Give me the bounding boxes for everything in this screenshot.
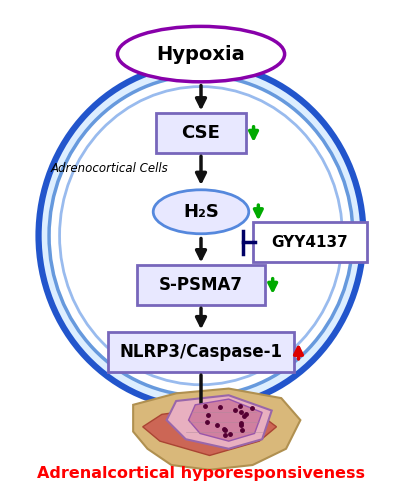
Text: H₂S: H₂S bbox=[182, 203, 219, 221]
Ellipse shape bbox=[59, 86, 342, 385]
Text: Adrenocortical Cells: Adrenocortical Cells bbox=[50, 162, 168, 175]
Polygon shape bbox=[166, 396, 271, 449]
Text: Hypoxia: Hypoxia bbox=[156, 44, 245, 64]
Ellipse shape bbox=[153, 190, 248, 234]
FancyBboxPatch shape bbox=[156, 114, 245, 154]
Polygon shape bbox=[188, 399, 261, 441]
Text: GYY4137: GYY4137 bbox=[271, 235, 347, 250]
Polygon shape bbox=[133, 388, 300, 470]
Text: Adrenalcortical hyporesponsiveness: Adrenalcortical hyporesponsiveness bbox=[37, 466, 364, 481]
FancyBboxPatch shape bbox=[108, 332, 293, 372]
Text: S-PSMA7: S-PSMA7 bbox=[159, 276, 242, 294]
Ellipse shape bbox=[38, 64, 363, 408]
Polygon shape bbox=[142, 408, 276, 456]
Ellipse shape bbox=[49, 76, 352, 396]
Text: NLRP3/Caspase-1: NLRP3/Caspase-1 bbox=[119, 344, 282, 361]
Ellipse shape bbox=[117, 26, 284, 82]
FancyBboxPatch shape bbox=[137, 266, 264, 306]
Text: CSE: CSE bbox=[181, 124, 220, 142]
FancyBboxPatch shape bbox=[253, 222, 366, 262]
